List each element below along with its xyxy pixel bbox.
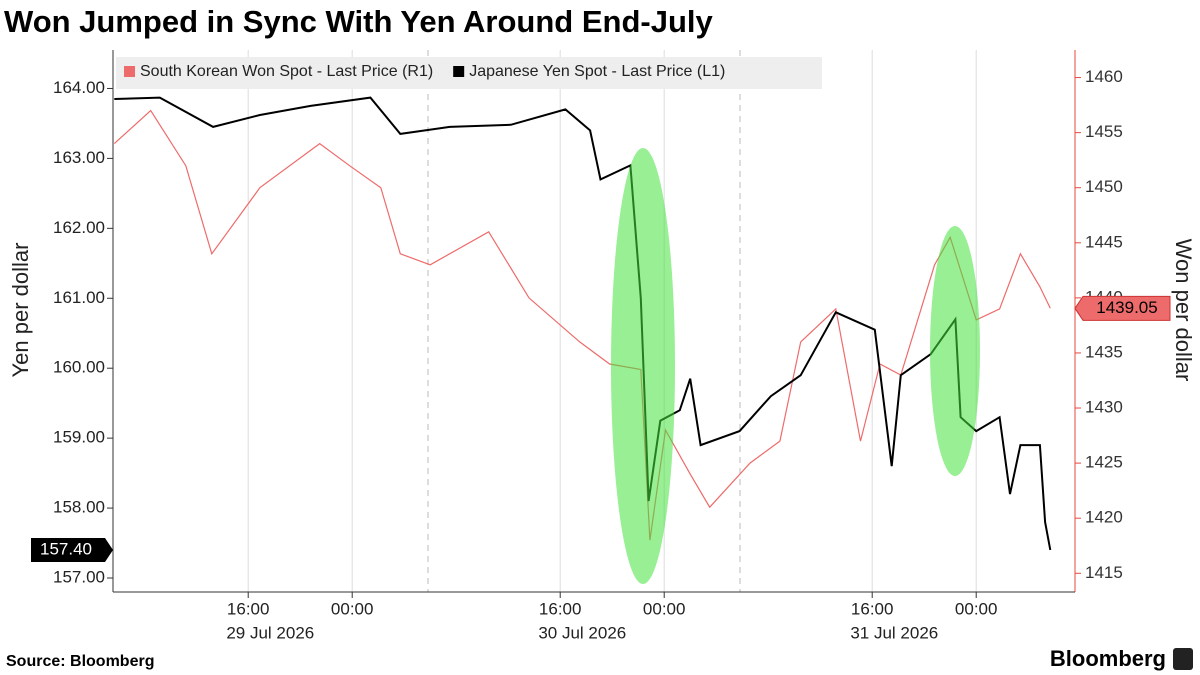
y2-tick-label: 1450 bbox=[1085, 177, 1123, 196]
y2-tick-label: 1415 bbox=[1085, 563, 1123, 582]
y2-tick-label: 1455 bbox=[1085, 122, 1123, 141]
last-value-box bbox=[1074, 295, 1171, 321]
y2-tick-label: 1430 bbox=[1085, 398, 1123, 417]
y2-axis-title: Won per dollar bbox=[1171, 239, 1196, 382]
x-date-label: 29 Jul 2026 bbox=[226, 623, 314, 642]
y-tick-label: 163.00 bbox=[53, 148, 105, 167]
legend-label: South Korean Won Spot - Last Price (R1) bbox=[140, 63, 433, 80]
legend-swatch bbox=[124, 66, 135, 77]
series-line bbox=[114, 96, 1052, 551]
last-value-label: 1439.05 bbox=[1096, 298, 1157, 317]
highlight bbox=[930, 226, 980, 476]
x-tick-label: 00:00 bbox=[643, 599, 686, 618]
legend-label: Japanese Yen Spot - Last Price (L1) bbox=[469, 63, 725, 80]
y2-tick-label: 1425 bbox=[1085, 453, 1123, 472]
brand: Bloomberg bbox=[1050, 646, 1166, 671]
y-tick-label: 158.00 bbox=[53, 498, 105, 517]
x-date-label: 30 Jul 2026 bbox=[538, 623, 626, 642]
y-tick-label: 162.00 bbox=[53, 218, 105, 237]
plot-area bbox=[113, 50, 1075, 592]
last-value-box bbox=[31, 538, 113, 563]
y-tick-label: 157.00 bbox=[53, 567, 105, 586]
brand-icon bbox=[1173, 648, 1193, 670]
x-tick-label: 16:00 bbox=[539, 599, 582, 618]
y2-tick-label: 1445 bbox=[1085, 232, 1123, 251]
y2-tick-label: 1460 bbox=[1085, 67, 1123, 86]
highlight bbox=[611, 148, 675, 584]
legend-swatch bbox=[453, 66, 465, 77]
x-tick-label: 00:00 bbox=[331, 599, 374, 618]
x-date-label: 31 Jul 2026 bbox=[850, 623, 938, 642]
x-tick-label: 16:00 bbox=[227, 599, 270, 618]
y2-tick-label: 1435 bbox=[1085, 342, 1123, 361]
y-tick-label: 164.00 bbox=[53, 78, 105, 97]
chart-title: Won Jumped in Sync With Yen Around End-J… bbox=[4, 4, 714, 39]
y-tick-label: 159.00 bbox=[53, 428, 105, 447]
x-tick-label: 16:00 bbox=[851, 599, 894, 618]
y-axis-title: Yen per dollar bbox=[8, 243, 33, 378]
x-tick-label: 00:00 bbox=[955, 599, 998, 618]
last-value-label: 157.40 bbox=[40, 540, 92, 559]
source: Source: Bloomberg bbox=[6, 653, 154, 670]
y-tick-label: 161.00 bbox=[53, 288, 105, 307]
y2-tick-label: 1420 bbox=[1085, 508, 1123, 527]
legend bbox=[116, 57, 822, 89]
y-tick-label: 160.00 bbox=[53, 358, 105, 377]
